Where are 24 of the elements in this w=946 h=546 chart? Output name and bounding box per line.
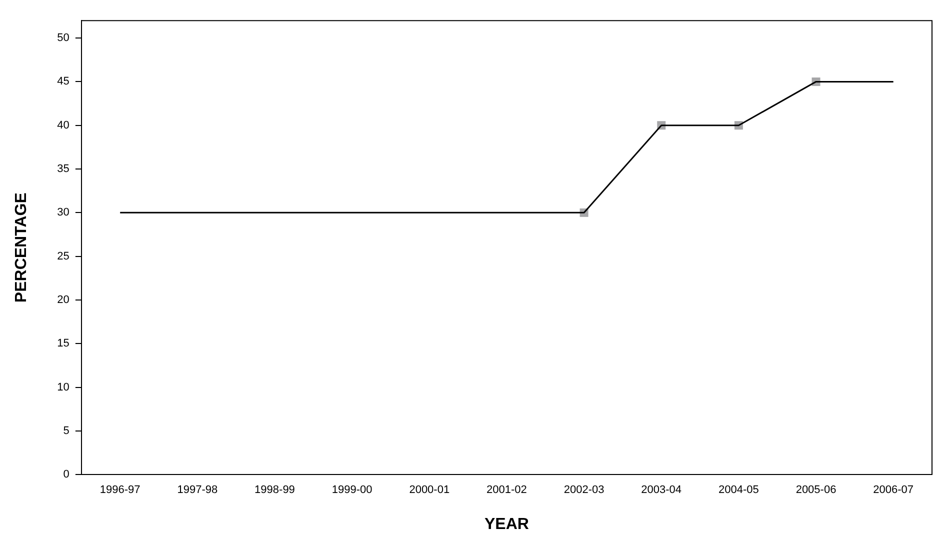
y-tick-label: 50 xyxy=(57,32,70,44)
y-tick-label: 5 xyxy=(63,424,70,437)
y-tick-label: 40 xyxy=(57,119,70,132)
y-tick-label: 15 xyxy=(57,338,70,350)
x-tick-label: 2000-01 xyxy=(409,484,450,496)
x-tick-label: 1997-98 xyxy=(177,484,218,496)
x-tick-label: 1996-97 xyxy=(100,484,140,496)
x-tick-label: 2002-03 xyxy=(564,484,604,496)
y-tick-label: 25 xyxy=(57,250,70,262)
y-tick-label: 35 xyxy=(57,163,70,176)
y-tick-label: 20 xyxy=(57,294,70,306)
y-tick-label: 30 xyxy=(57,206,70,219)
x-tick-label: 2003-04 xyxy=(641,484,682,496)
x-tick-label: 1998-99 xyxy=(254,484,295,496)
y-axis-title: PERCENTAGE xyxy=(13,192,30,303)
x-tick-label: 2001-02 xyxy=(486,484,527,496)
x-tick-label: 2004-05 xyxy=(718,484,759,496)
x-tick-label: 1999-00 xyxy=(332,484,372,496)
x-tick-label: 2006-07 xyxy=(873,484,914,496)
y-tick-label: 45 xyxy=(57,76,70,88)
y-tick-label: 0 xyxy=(63,468,70,481)
y-tick-label: 10 xyxy=(57,381,70,394)
x-tick-label: 2005-06 xyxy=(796,484,836,496)
x-axis-title: YEAR xyxy=(484,516,530,533)
